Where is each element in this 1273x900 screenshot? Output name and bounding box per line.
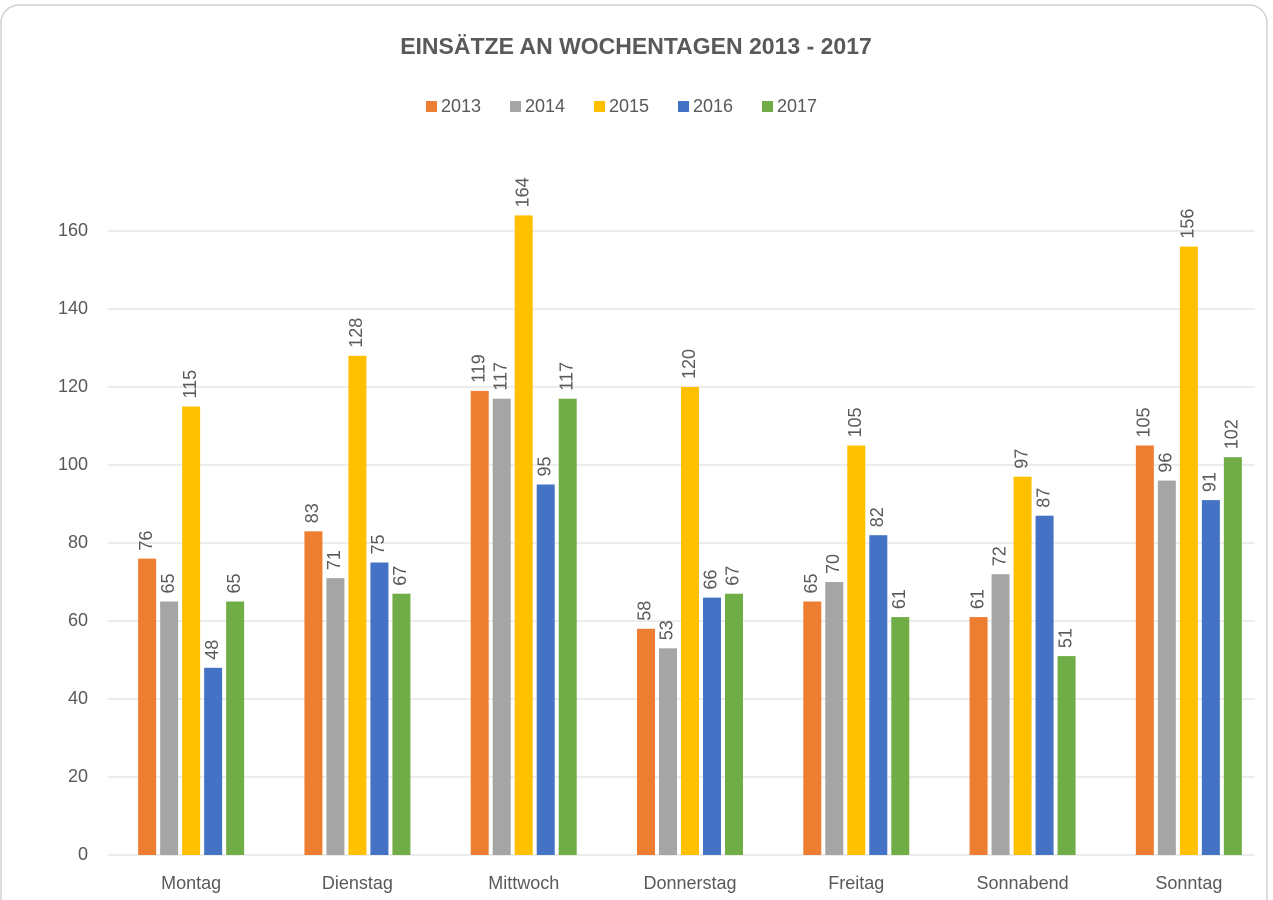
value-label: 75: [368, 534, 388, 554]
bar: [182, 406, 201, 855]
x-tick-label: Sonnabend: [977, 873, 1069, 893]
value-label: 105: [845, 407, 865, 437]
bar: [725, 593, 743, 855]
x-tick-label: Dienstag: [322, 873, 393, 893]
value-label: 58: [635, 601, 655, 621]
bar: [703, 597, 721, 855]
value-label: 53: [657, 620, 677, 640]
value-label: 105: [1134, 407, 1154, 437]
bar: [348, 355, 367, 855]
bar: [847, 445, 866, 855]
legend-label: 2014: [525, 96, 565, 116]
legend-swatch: [762, 101, 773, 112]
value-label: 67: [723, 566, 743, 586]
y-tick-label: 100: [58, 454, 88, 474]
legend-label: 2015: [609, 96, 649, 116]
value-label: 76: [136, 531, 156, 551]
value-label: 83: [302, 503, 322, 523]
legend-label: 2017: [777, 96, 817, 116]
bar: [1201, 500, 1220, 855]
bar: [825, 582, 844, 855]
x-tick-label: Mittwoch: [488, 873, 559, 893]
value-label: 65: [801, 573, 821, 593]
bar: [681, 387, 699, 855]
value-label: 65: [224, 573, 244, 593]
bar: [659, 648, 677, 855]
value-label: 72: [989, 546, 1009, 566]
value-label: 91: [1200, 472, 1220, 492]
value-label: 96: [1156, 453, 1176, 473]
bar: [1179, 246, 1198, 856]
bar: [304, 531, 323, 855]
value-label: 67: [390, 566, 410, 586]
bar: [392, 593, 411, 855]
bar: [492, 398, 511, 855]
bar: [969, 617, 988, 855]
value-label: 61: [967, 589, 987, 609]
value-label: 128: [346, 318, 366, 348]
bar: [991, 574, 1010, 855]
legend-swatch: [594, 101, 605, 112]
value-label: 70: [823, 554, 843, 574]
bar: [370, 562, 389, 855]
bar: [1157, 480, 1176, 855]
bar: [536, 484, 555, 855]
bar: [226, 601, 245, 855]
y-tick-label: 0: [78, 844, 88, 864]
y-tick-label: 40: [68, 688, 88, 708]
value-label: 117: [490, 362, 510, 391]
bar: [869, 535, 888, 855]
x-tick-label: Montag: [161, 873, 221, 893]
y-tick-label: 20: [68, 766, 88, 786]
bar: [1057, 656, 1076, 855]
y-tick-label: 140: [58, 298, 88, 318]
value-label: 102: [1222, 419, 1242, 449]
value-label: 65: [158, 573, 178, 593]
legend-swatch: [678, 101, 689, 112]
bar: [1135, 445, 1154, 855]
value-label: 115: [180, 370, 200, 399]
value-label: 164: [512, 177, 532, 207]
value-label: 87: [1033, 488, 1053, 508]
x-tick-label: Donnerstag: [643, 873, 736, 893]
legend-label: 2013: [441, 96, 481, 116]
bar: [558, 398, 577, 855]
bar: [514, 215, 533, 855]
bar: [470, 390, 489, 855]
chart-title: EINSÄTZE AN WOCHENTAGEN 2013 - 2017: [400, 33, 872, 59]
value-label: 48: [202, 640, 222, 660]
value-label: 119: [468, 354, 488, 383]
value-label: 66: [701, 570, 721, 590]
y-tick-label: 120: [58, 376, 88, 396]
value-label: 71: [324, 550, 344, 570]
x-tick-label: Sonntag: [1155, 873, 1222, 893]
bar: [138, 558, 157, 855]
bar: [160, 601, 179, 855]
bar: [326, 578, 345, 855]
legend-swatch: [426, 101, 437, 112]
y-tick-label: 60: [68, 610, 88, 630]
value-label: 51: [1055, 628, 1075, 648]
value-label: 61: [889, 589, 909, 609]
x-tick-label: Freitag: [828, 873, 884, 893]
bar: [204, 667, 223, 855]
bar: [1035, 515, 1054, 855]
value-label: 82: [867, 507, 887, 527]
value-label: 156: [1178, 209, 1198, 239]
bar: [803, 601, 822, 855]
legend-swatch: [510, 101, 521, 112]
value-label: 120: [679, 349, 699, 379]
y-tick-label: 160: [58, 220, 88, 240]
value-label: 95: [534, 456, 554, 476]
bar: [1223, 457, 1242, 855]
y-tick-label: 80: [68, 532, 88, 552]
legend-label: 2016: [693, 96, 733, 116]
value-label: 117: [556, 362, 576, 391]
bar: [637, 628, 655, 855]
bar: [891, 617, 910, 855]
value-label: 97: [1011, 449, 1031, 469]
bar: [1013, 476, 1032, 855]
